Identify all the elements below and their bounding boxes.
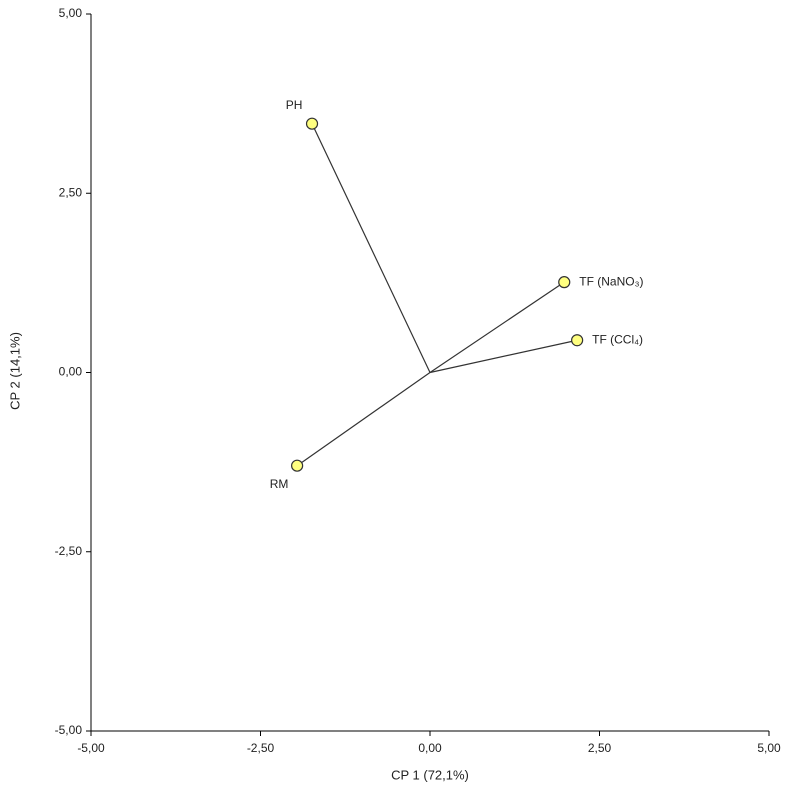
y-axis-label: CP 2 (14,1%) — [7, 332, 22, 410]
point-label: PH — [286, 98, 303, 112]
y-tick-label: 5,00 — [59, 6, 83, 20]
loading-vector — [429, 339, 578, 374]
y-tick-label: -2,50 — [55, 544, 83, 558]
point — [571, 334, 584, 347]
point-label: RM — [270, 477, 289, 491]
loading-vector — [429, 281, 565, 373]
point — [291, 459, 304, 472]
x-tick-label: -5,00 — [77, 741, 105, 755]
point — [558, 276, 571, 289]
y-tick-label: 2,50 — [59, 185, 83, 199]
y-tick-label: 0,00 — [59, 365, 83, 379]
x-tick-label: 5,00 — [757, 741, 781, 755]
loading-vector — [296, 372, 431, 467]
point-label: TF (NaNO₃) — [579, 274, 643, 288]
loading-vector — [311, 123, 431, 373]
x-tick-label: 2,50 — [588, 741, 612, 755]
x-axis-label: CP 1 (72,1%) — [391, 767, 469, 782]
x-tick-label: -2,50 — [247, 741, 275, 755]
x-tick-label: 0,00 — [418, 741, 442, 755]
point-label: TF (CCl₄) — [592, 332, 643, 346]
y-tick-label: -5,00 — [55, 723, 83, 737]
point — [305, 117, 319, 130]
